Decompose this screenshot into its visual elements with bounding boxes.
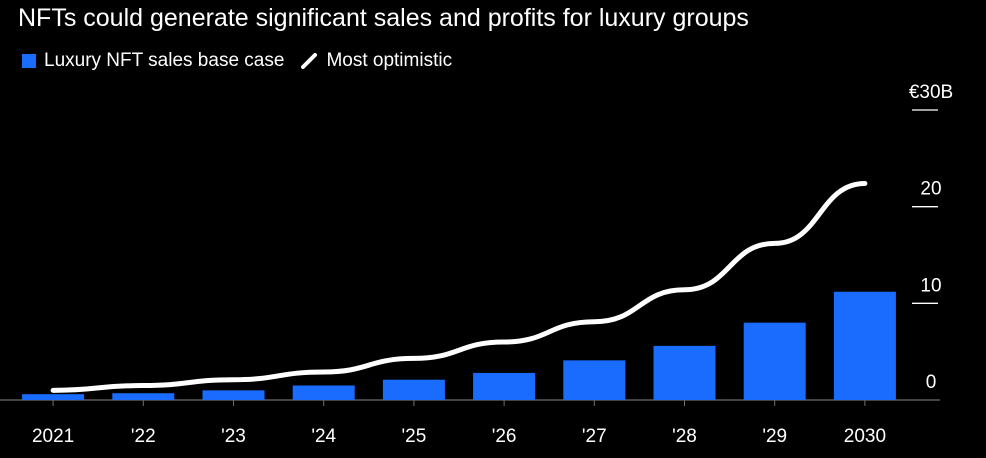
bar (833, 291, 896, 400)
x-tick-label: '29 (762, 426, 787, 447)
bar (112, 393, 175, 400)
x-tick-label: '26 (492, 426, 517, 447)
x-tick-label: '24 (311, 426, 336, 447)
bar (292, 385, 355, 400)
bar (202, 390, 265, 400)
y-tick-label: 10 (920, 275, 941, 296)
legend-label-base-case: Luxury NFT sales base case (44, 50, 285, 71)
x-tick-label: 2021 (32, 426, 74, 447)
x-tick-label: '22 (131, 426, 156, 447)
x-tick-label: '27 (582, 426, 607, 447)
y-tick-label: 0 (926, 372, 937, 393)
bar (743, 322, 806, 400)
legend-label-optimistic: Most optimistic (326, 50, 453, 71)
legend: Luxury NFT sales base case Most optimist… (22, 50, 468, 72)
bar (473, 372, 536, 400)
y-tick-label: €30B (909, 82, 953, 103)
y-tick-label: 20 (920, 179, 941, 200)
series-line-most-optimistic (50, 180, 868, 393)
x-tick-label: 2030 (844, 426, 886, 447)
legend-bar-swatch (22, 54, 36, 68)
bar (22, 394, 85, 400)
x-tick-label: '23 (221, 426, 246, 447)
bar (563, 360, 626, 400)
x-tick-label: '25 (402, 426, 427, 447)
bar (653, 345, 716, 400)
legend-item-base-case: Luxury NFT sales base case (22, 50, 284, 72)
x-tick-label: '28 (672, 426, 697, 447)
bar (382, 379, 445, 400)
legend-line-swatch (301, 53, 318, 69)
chart-title: NFTs could generate significant sales an… (18, 4, 749, 32)
legend-item-optimistic: Most optimistic (300, 50, 452, 72)
